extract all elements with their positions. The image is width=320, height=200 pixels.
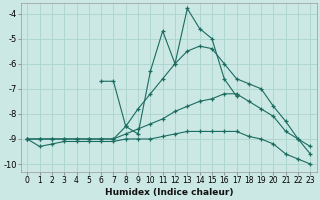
- X-axis label: Humidex (Indice chaleur): Humidex (Indice chaleur): [105, 188, 233, 197]
